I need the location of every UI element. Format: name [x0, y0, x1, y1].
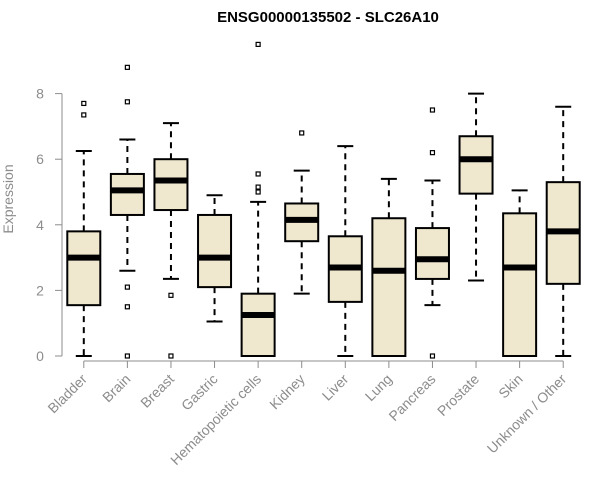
x-tick-label: Gastric — [178, 371, 221, 414]
box-iqr — [197, 213, 233, 289]
outlier-point — [255, 184, 261, 190]
outlier-point — [124, 353, 130, 359]
outlier-point — [81, 112, 87, 118]
outlier-point — [124, 284, 130, 290]
box-group — [458, 92, 494, 282]
outlier-point — [429, 353, 436, 359]
x-tick-label: Breast — [137, 371, 177, 411]
chart-title: ENSG00000135502 - SLC26A10 — [217, 9, 439, 26]
box-iqr — [371, 217, 407, 357]
box-group — [371, 177, 407, 357]
outlier-point — [81, 100, 87, 107]
box-iqr — [66, 230, 102, 307]
box-group — [197, 194, 233, 323]
box-group — [545, 105, 581, 357]
y-axis-label: Expression — [0, 164, 16, 233]
outlier-point — [429, 107, 436, 113]
box-iqr — [240, 292, 276, 357]
outlier-point — [168, 292, 174, 298]
x-tick-label: Lung — [362, 371, 395, 404]
box-group — [502, 189, 538, 357]
x-tick-label: Prostate — [434, 371, 482, 419]
outlier-point — [168, 353, 174, 359]
box-group — [240, 41, 276, 357]
outlier-point — [255, 41, 261, 48]
outlier-point — [255, 171, 261, 177]
x-tick-label: Brain — [99, 371, 133, 405]
x-tick-label: Unknown / Other — [484, 371, 570, 457]
outlier-point — [124, 99, 130, 105]
x-tick-label: Pancreas — [385, 371, 438, 424]
box-group — [284, 130, 320, 295]
y-tick-label: 6 — [36, 151, 44, 167]
boxes — [66, 41, 581, 359]
box-iqr — [458, 135, 494, 195]
box-group — [66, 100, 102, 357]
outlier-point — [255, 189, 261, 195]
box-group — [327, 145, 363, 357]
x-tick-label: Liver — [319, 371, 352, 404]
x-tick-label: Kidney — [266, 371, 308, 413]
box-group — [109, 64, 145, 359]
y-tick-label: 4 — [36, 217, 44, 233]
box-iqr — [109, 172, 145, 216]
x-tick-label: Bladder — [44, 371, 90, 417]
box-group — [414, 107, 450, 359]
x-tick-label: Skin — [495, 371, 526, 402]
box-group — [153, 122, 189, 359]
y-axis: 0 2 4 6 8 — [36, 86, 63, 364]
box-iqr — [502, 212, 538, 357]
y-tick-label: 2 — [36, 282, 44, 298]
y-tick-label: 0 — [36, 348, 44, 364]
box-iqr — [414, 227, 450, 280]
outlier-point — [124, 64, 130, 70]
outlier-point — [299, 130, 305, 136]
outlier-point — [124, 304, 130, 310]
outlier-point — [429, 150, 436, 156]
y-tick-label: 8 — [36, 86, 44, 102]
box-iqr — [153, 158, 189, 212]
